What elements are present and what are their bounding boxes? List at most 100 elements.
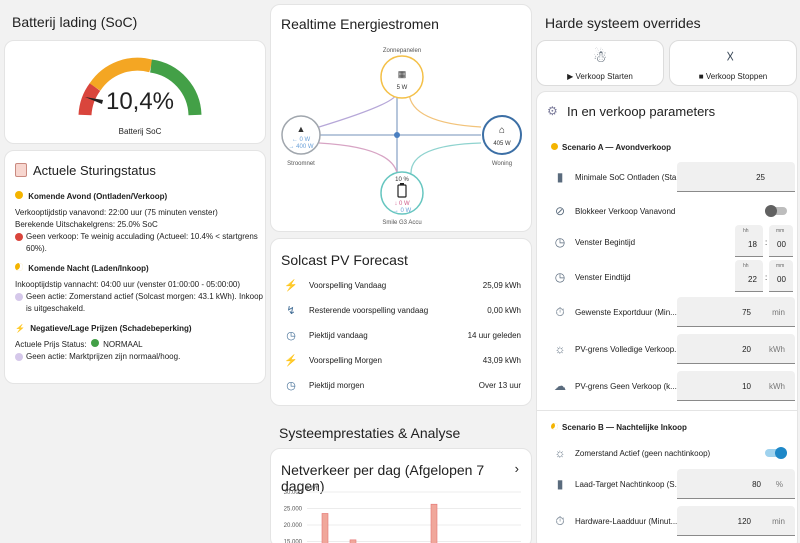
battery-up: → 0 W	[393, 208, 412, 214]
play-icon: ▶	[567, 72, 574, 81]
gauge-label: Batterij SoC	[119, 127, 162, 136]
scenario-a-title: Scenario A — Avondverkoop	[562, 143, 672, 152]
charge-target-row: ▮ Laad-Target Nachtinkoop (S... 80 %	[537, 466, 797, 502]
sun-outline-icon: ☼	[554, 342, 566, 356]
start-time-row: ◷ Venster Begintijd hh 18 : mm 00	[537, 224, 797, 260]
solcast-card: Solcast PV Forecast ⚡ Voorspelling Vanda…	[270, 238, 532, 406]
battery-charging-icon: ▮	[556, 477, 564, 491]
start-selling-button[interactable]: ☃ ▶ Verkoop Starten	[536, 40, 664, 86]
y-tick-label: 20.000	[284, 523, 303, 529]
hw-duration-label: Hardware-Laadduur (Minut...	[575, 516, 677, 526]
nacht-line2: Geen actie: Zomerstand actief (Solcast m…	[26, 292, 263, 313]
moon-icon	[15, 353, 23, 361]
prijzen-line2: Geen actie: Marktprijzen zijn normaal/ho…	[26, 352, 181, 361]
grid-label: Stroomnet	[287, 161, 315, 167]
solcast-row[interactable]: ◷ Piektijd morgen Over 13 uur	[271, 375, 531, 395]
solcast-row[interactable]: ⚡ Voorspelling Vandaag 25,09 kWh	[271, 275, 531, 295]
solar-label: Zonnepanelen	[383, 48, 421, 54]
hw-duration-input[interactable]: 120 min	[677, 506, 795, 536]
gear-icon: ⚙	[547, 104, 558, 118]
moon-icon	[551, 423, 558, 430]
pv-none-row: ☁ PV-grens Geen Verkoop (k... 10 kWh	[537, 368, 797, 404]
prijzen-heading: Negatieve/Lage Prijzen (Schadebeperking)	[30, 324, 192, 333]
sun-outline-icon: ☼	[554, 446, 566, 460]
start-minute-input[interactable]: mm 00	[769, 225, 793, 257]
net-title: Netverkeer per dag (Afgelopen 7 dagen)	[281, 462, 485, 494]
min-soc-row: ▮ Minimale SoC Ontladen (Sta... 25	[537, 159, 797, 195]
battery-down: ↓ 0 W	[394, 201, 410, 207]
prijzen-status-value: NORMAAL	[103, 340, 143, 349]
nacht-heading: Komende Nacht (Laden/Inkoop)	[28, 264, 149, 273]
home-node[interactable]	[482, 115, 522, 155]
soc-gauge: 10,4% Batterij SoC	[78, 57, 202, 136]
parameters-card: ⚙ In en verkoop parameters Scenario A — …	[536, 91, 798, 543]
avond-line3: Geen verkoop: Te weinig acculading (Actu…	[26, 232, 258, 253]
solcast-title: Solcast PV Forecast	[281, 252, 408, 268]
clock-end-icon: ◷	[554, 270, 566, 284]
overrides-title: Harde systeem overrides	[545, 15, 701, 31]
battery-pct: 10 %	[395, 177, 409, 183]
grid-node[interactable]	[281, 115, 321, 155]
battery-label: Smile G3 Accu	[382, 220, 421, 226]
hw-duration-row: ⏱ Hardware-Laadduur (Minut... 120 min	[537, 503, 797, 539]
net-traffic-card[interactable]: Netverkeer per dag (Afgelopen 7 dagen) ›…	[270, 448, 532, 543]
summer-mode-label: Zomerstand Actief (geen nachtinkoop)	[575, 448, 711, 458]
params-title: In en verkoop parameters	[567, 104, 716, 119]
solcast-row[interactable]: ↯ Resterende voorspelling vandaag 0,00 k…	[271, 300, 531, 320]
sun-icon	[551, 143, 558, 150]
chart-bar[interactable]	[349, 539, 357, 543]
transmission-tower-off-icon: ☓	[726, 49, 735, 66]
y-tick-label: 30.000	[284, 490, 303, 496]
charge-target-input[interactable]: 80 %	[677, 469, 795, 499]
battery-node[interactable]	[380, 171, 424, 215]
moon-icon	[15, 263, 23, 271]
clock-icon: ◷	[286, 379, 296, 392]
solcast-row[interactable]: ⚡ Voorspelling Morgen 43,09 kWh	[271, 350, 531, 370]
prijzen-status-prefix: Actuele Prijs Status:	[15, 340, 87, 349]
summer-mode-row: ☼ Zomerstand Actief (geen nachtinkoop)	[537, 435, 797, 471]
solcast-row[interactable]: ◷ Piektijd vandaag 14 uur geleden	[271, 325, 531, 345]
charge-target-label: Laad-Target Nachtinkoop (S...	[575, 479, 677, 489]
block-sale-toggle[interactable]	[765, 205, 787, 217]
clock-icon: ◷	[286, 329, 296, 342]
chart-bar[interactable]	[321, 513, 329, 543]
green-circle-icon	[90, 339, 99, 347]
avond-line1: Verkooptijdstip vanavond: 22:00 uur (75 …	[15, 208, 218, 217]
home-label: Woning	[492, 161, 512, 167]
cloud-icon: ☁	[554, 379, 566, 393]
avond-heading: Komende Avond (Ontladen/Verkoop)	[28, 192, 168, 201]
block-sale-label: Blokkeer Verkoop Vanavond	[575, 206, 676, 216]
pv-full-input[interactable]: 20 kWh	[677, 334, 795, 364]
chart-bar[interactable]	[430, 503, 438, 543]
start-hour-input[interactable]: hh 18	[735, 225, 763, 257]
soc-gauge-card[interactable]: 10,4% Batterij SoC	[4, 40, 266, 144]
sun-icon	[15, 191, 23, 199]
solar-node[interactable]	[380, 55, 424, 99]
transmission-tower-icon: ▲	[297, 124, 306, 134]
transmission-tower-export-icon: ☃	[593, 49, 608, 66]
export-duration-input[interactable]: 75 min	[677, 297, 795, 327]
status-title: Actuele Sturingstatus	[33, 163, 156, 178]
end-minute-input[interactable]: mm 00	[769, 260, 793, 292]
clock-start-icon: ◷	[554, 235, 566, 249]
solar-power-icon: ⚡	[284, 279, 298, 292]
summer-mode-toggle[interactable]	[765, 447, 787, 459]
pv-none-input[interactable]: 10 kWh	[677, 371, 795, 401]
chevron-right-icon[interactable]: ›	[514, 461, 519, 476]
min-soc-label: Minimale SoC Ontladen (Sta...	[575, 172, 677, 182]
energy-flow-card[interactable]: Realtime Energiestromen Zonnepanelen ▦ 5…	[270, 4, 532, 232]
clipboard-icon	[15, 163, 27, 177]
lightning-icon: ↯	[286, 304, 296, 317]
avond-line2: Berekende Uitschakelgrens: 25.0% SoC	[15, 220, 158, 229]
stop-selling-button[interactable]: ☓ ■ Verkoop Stoppen	[669, 40, 797, 86]
min-soc-input[interactable]: 25	[677, 162, 795, 192]
start-time-label: Venster Begintijd	[575, 237, 636, 247]
grid-in: ← 0 W	[292, 137, 311, 143]
home-value: 405 W	[493, 141, 511, 147]
end-hour-input[interactable]: hh 22	[735, 260, 763, 292]
energy-flow-diagram: Zonnepanelen ▦ 5 W ▲ ← 0 W → 400 W Stroo…	[281, 48, 522, 226]
soc-section-title: Batterij lading (SoC)	[12, 14, 138, 30]
gauge-value: 10,4%	[106, 88, 174, 115]
grid-out: → 400 W	[288, 144, 313, 150]
pv-none-label: PV-grens Geen Verkoop (k...	[575, 381, 677, 391]
